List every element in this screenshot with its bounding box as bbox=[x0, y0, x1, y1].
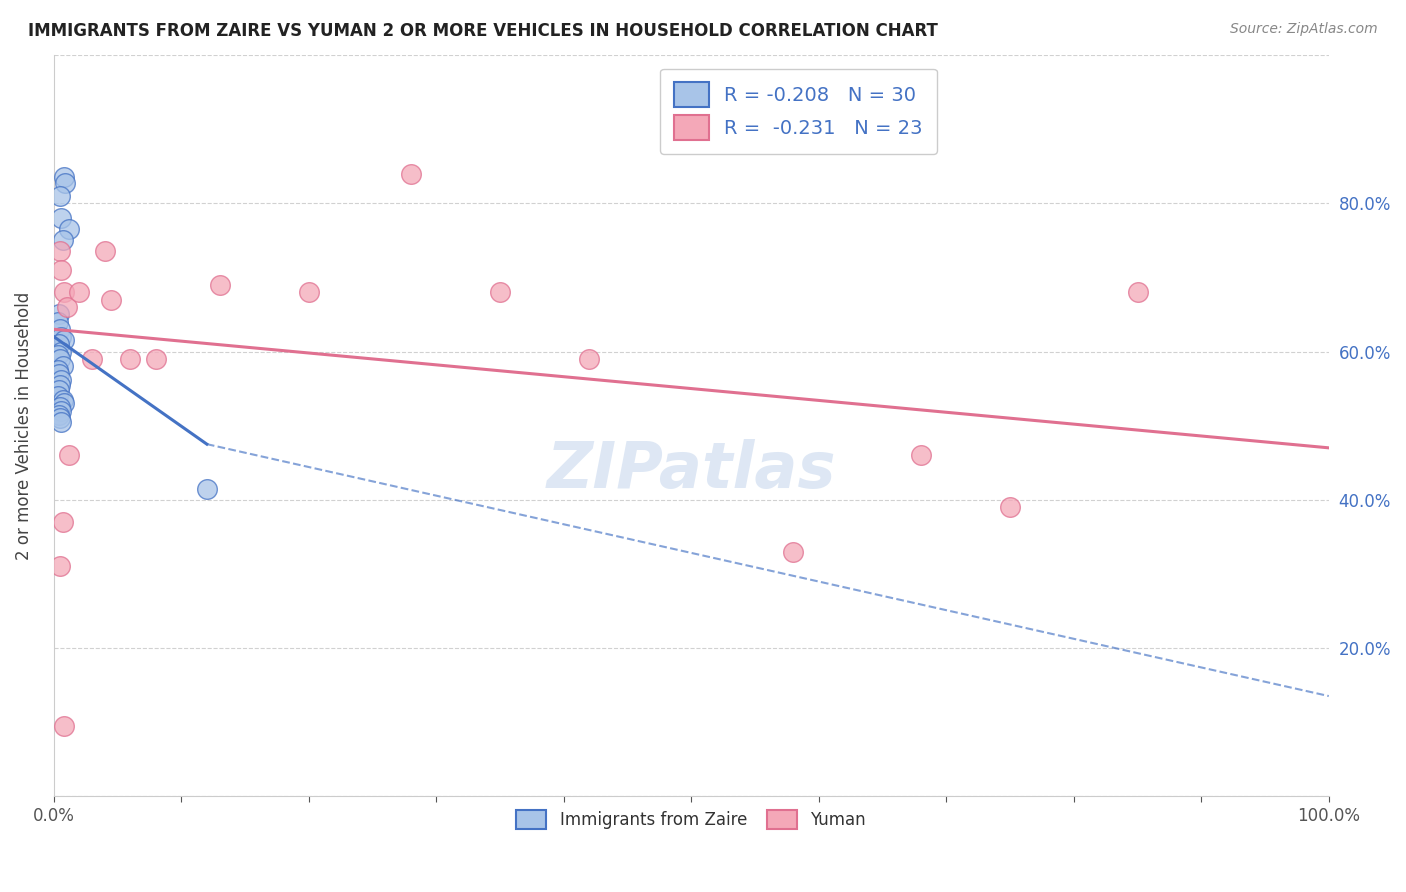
Point bbox=[51, 415, 73, 429]
Point bbox=[53, 285, 76, 300]
Point bbox=[46, 315, 69, 329]
Point bbox=[55, 300, 77, 314]
Point bbox=[53, 170, 76, 185]
Point bbox=[46, 348, 69, 362]
Point bbox=[53, 396, 76, 410]
Point bbox=[578, 351, 600, 366]
Point bbox=[53, 334, 76, 348]
Point bbox=[52, 392, 75, 407]
Point bbox=[399, 167, 422, 181]
Point bbox=[782, 544, 804, 558]
Point bbox=[49, 189, 72, 203]
Point bbox=[52, 233, 75, 247]
Point bbox=[51, 263, 73, 277]
Point bbox=[58, 222, 80, 236]
Point bbox=[53, 176, 76, 190]
Point bbox=[49, 559, 72, 574]
Point bbox=[100, 293, 122, 307]
Point bbox=[49, 411, 72, 425]
Point bbox=[51, 329, 73, 343]
Point bbox=[94, 244, 117, 259]
Point bbox=[998, 500, 1021, 515]
Point bbox=[46, 363, 69, 377]
Point bbox=[52, 359, 75, 374]
Point bbox=[910, 448, 932, 462]
Text: ZIPatlas: ZIPatlas bbox=[547, 439, 837, 501]
Y-axis label: 2 or more Vehicles in Household: 2 or more Vehicles in Household bbox=[15, 292, 32, 560]
Point bbox=[58, 448, 80, 462]
Point bbox=[120, 351, 142, 366]
Point bbox=[51, 211, 73, 226]
Point bbox=[48, 383, 70, 397]
Point bbox=[49, 322, 72, 336]
Point bbox=[51, 344, 73, 359]
Point bbox=[49, 400, 72, 414]
Point bbox=[145, 351, 167, 366]
Text: Source: ZipAtlas.com: Source: ZipAtlas.com bbox=[1230, 22, 1378, 37]
Point bbox=[48, 408, 70, 422]
Point bbox=[1126, 285, 1149, 300]
Point bbox=[298, 285, 321, 300]
Point bbox=[52, 515, 75, 529]
Point bbox=[48, 308, 70, 322]
Point bbox=[195, 482, 218, 496]
Point bbox=[51, 404, 73, 418]
Text: IMMIGRANTS FROM ZAIRE VS YUMAN 2 OR MORE VEHICLES IN HOUSEHOLD CORRELATION CHART: IMMIGRANTS FROM ZAIRE VS YUMAN 2 OR MORE… bbox=[28, 22, 938, 40]
Point bbox=[49, 244, 72, 259]
Point bbox=[48, 367, 70, 381]
Point bbox=[53, 719, 76, 733]
Point bbox=[49, 377, 72, 392]
Point bbox=[67, 285, 90, 300]
Point bbox=[46, 389, 69, 403]
Point bbox=[48, 337, 70, 351]
Point bbox=[489, 285, 512, 300]
Legend: Immigrants from Zaire, Yuman: Immigrants from Zaire, Yuman bbox=[510, 804, 873, 836]
Point bbox=[49, 351, 72, 366]
Point bbox=[80, 351, 103, 366]
Point bbox=[51, 373, 73, 387]
Point bbox=[208, 277, 231, 292]
